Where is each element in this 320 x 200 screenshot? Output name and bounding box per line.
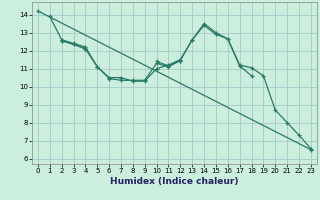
X-axis label: Humidex (Indice chaleur): Humidex (Indice chaleur): [110, 177, 239, 186]
